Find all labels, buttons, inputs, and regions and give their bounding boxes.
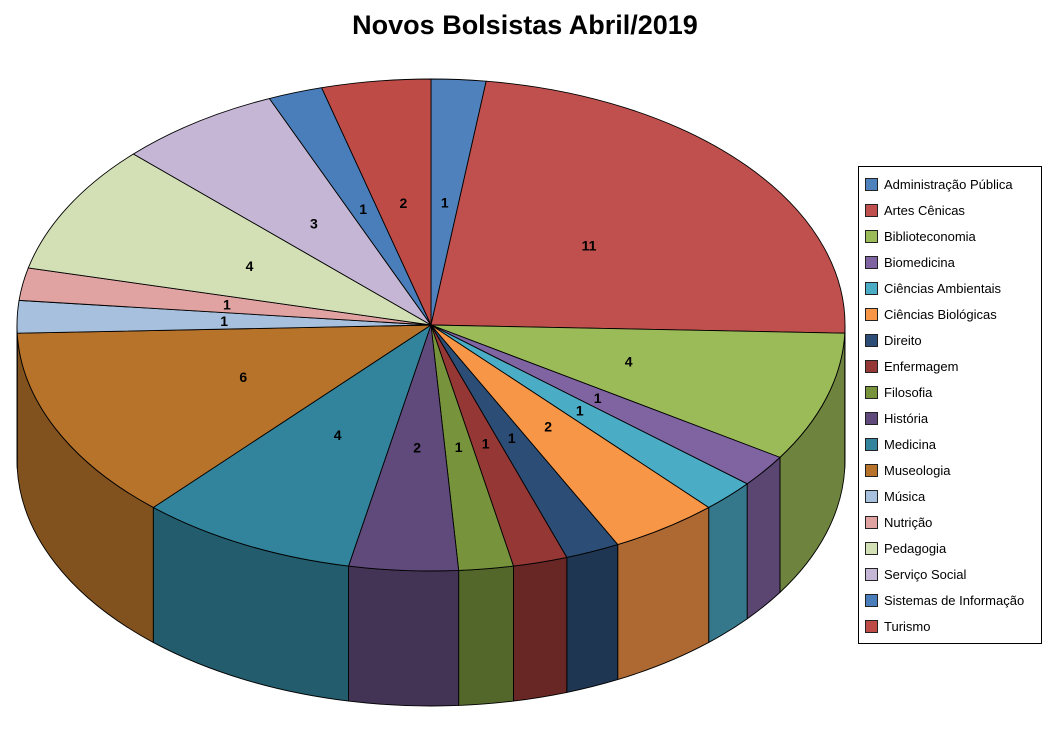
legend-swatch — [865, 489, 878, 503]
slice-value-label: 1 — [576, 403, 584, 419]
legend-item: História — [862, 405, 1038, 431]
legend-swatch — [865, 593, 878, 607]
slice-value-label: 2 — [544, 418, 552, 434]
legend-item: Nutrição — [862, 509, 1038, 535]
slice-value-label: 1 — [359, 201, 367, 217]
legend-item: Administração Pública — [862, 171, 1038, 197]
pie-slice-top — [27, 153, 432, 326]
pie-slice-top — [132, 98, 432, 326]
legend: Administração Pública Artes Cênicas Biblio… — [858, 166, 1042, 644]
pie-slice-top — [430, 80, 846, 334]
legend-item: Direito — [862, 327, 1038, 353]
legend-swatch — [865, 619, 878, 633]
slice-value-label: 1 — [441, 194, 449, 210]
legend-label: Serviço Social — [884, 566, 967, 582]
pie-slice-side — [708, 483, 748, 643]
pie-slice-side — [566, 544, 619, 693]
legend-label: Nutrição — [884, 514, 933, 530]
legend-label: Medicina — [884, 436, 937, 452]
legend-swatch — [865, 463, 878, 477]
slice-value-label: 1 — [482, 436, 490, 452]
pie-slice-top — [152, 324, 432, 567]
legend-label: Filosofia — [884, 384, 933, 400]
slice-value-label: 4 — [334, 427, 342, 443]
slice-value-label: 4 — [246, 258, 254, 274]
legend-swatch — [865, 307, 878, 321]
legend-label: História — [884, 410, 929, 426]
legend-swatch — [865, 333, 878, 347]
slice-value-label: 1 — [594, 390, 602, 406]
pie-slice-top — [321, 78, 432, 326]
legend-item: Música — [862, 483, 1038, 509]
legend-swatch — [865, 255, 878, 269]
pie-slice-side — [746, 456, 781, 620]
legend-item: Biomedicina — [862, 249, 1038, 275]
legend-item: Sistemas de Informação — [862, 587, 1038, 613]
legend-swatch — [865, 437, 878, 451]
pie-slice-top — [430, 324, 846, 458]
legend-item: Ciências Biológicas — [862, 301, 1038, 327]
legend-item: Biblioteconomia — [862, 223, 1038, 249]
slice-value-label: 11 — [582, 238, 597, 254]
legend-label: Turismo — [884, 618, 931, 634]
legend-label: Museologia — [884, 462, 951, 478]
legend-swatch — [865, 229, 878, 243]
legend-item: Serviço Social — [862, 561, 1038, 587]
pie-slice-side — [458, 565, 514, 706]
slice-value-label: 2 — [400, 195, 408, 211]
slice-value-label: 2 — [413, 440, 421, 456]
legend-label: Sistemas de Informação — [884, 592, 1025, 608]
legend-label: Música — [884, 488, 926, 504]
legend-item: Turismo — [862, 613, 1038, 639]
legend-label: Ciências Ambientais — [884, 280, 1002, 296]
slice-value-label: 3 — [310, 216, 318, 232]
slice-value-label: 1 — [455, 439, 463, 455]
legend-swatch — [865, 411, 878, 425]
legend-item: Pedagogia — [862, 535, 1038, 561]
legend-swatch — [865, 515, 878, 529]
slice-value-label: 1 — [220, 313, 228, 329]
legend-swatch — [865, 541, 878, 555]
slice-value-label: 4 — [625, 353, 633, 369]
legend-item: Museologia — [862, 457, 1038, 483]
pie-slice-side — [513, 556, 568, 702]
slice-value-label: 1 — [223, 297, 231, 313]
legend-label: Biomedicina — [884, 254, 955, 270]
legend-label: Pedagogia — [884, 540, 947, 556]
legend-item: Enfermagem — [862, 353, 1038, 379]
legend-swatch — [865, 385, 878, 399]
legend-item: Ciências Ambientais — [862, 275, 1038, 301]
pie-slice-side — [348, 565, 460, 707]
legend-label: Biblioteconomia — [884, 228, 976, 244]
legend-swatch — [865, 203, 878, 217]
pie-slice-top — [16, 324, 432, 508]
legend-label: Administração Pública — [884, 176, 1013, 192]
legend-label: Enfermagem — [884, 358, 959, 374]
legend-swatch — [865, 567, 878, 581]
legend-label: Ciências Biológicas — [884, 306, 997, 322]
legend-item: Filosofia — [862, 379, 1038, 405]
legend-swatch — [865, 359, 878, 373]
legend-item: Artes Cênicas — [862, 197, 1038, 223]
legend-label: Artes Cênicas — [884, 202, 965, 218]
legend-label: Direito — [884, 332, 922, 348]
slice-value-label: 1 — [508, 430, 516, 446]
slice-value-label: 6 — [239, 369, 247, 385]
legend-swatch — [865, 281, 878, 295]
legend-item: Medicina — [862, 431, 1038, 457]
legend-swatch — [865, 177, 878, 191]
chart-title: Novos Bolsistas Abril/2019 — [352, 10, 698, 40]
